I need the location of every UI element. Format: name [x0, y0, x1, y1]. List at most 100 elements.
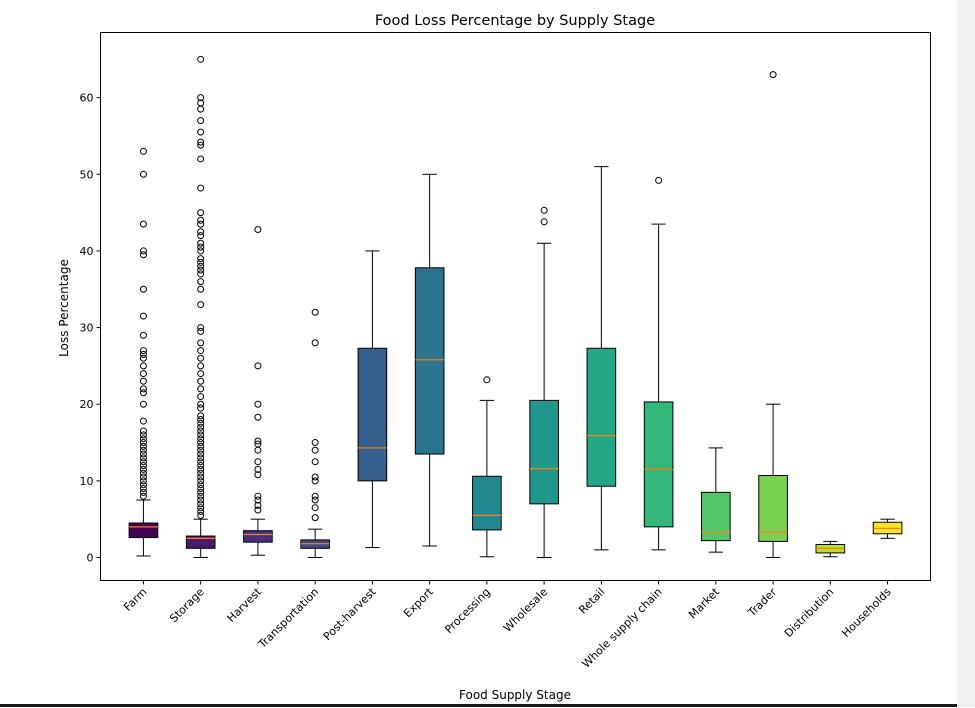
flier-storage-8 — [197, 481, 205, 489]
flier-whole-supply-chain-0 — [655, 176, 663, 184]
flier-storage-32 — [197, 370, 205, 378]
flier-storage-41 — [197, 278, 205, 286]
flier-storage-61 — [197, 105, 205, 113]
flier-processing-0 — [483, 376, 491, 384]
box-wholesale — [529, 206, 559, 559]
x-tick-label-wholesale: Wholesale — [501, 585, 550, 634]
flier-storage-17 — [197, 446, 205, 454]
flier-storage-15 — [197, 454, 205, 462]
y-tick-label-60: 60 — [80, 92, 94, 105]
flier-farm-15 — [139, 435, 147, 443]
flier-farm-8 — [139, 462, 147, 470]
flier-storage-9 — [197, 477, 205, 485]
flier-farm-1 — [139, 488, 147, 496]
flier-trader-0 — [769, 71, 777, 79]
chart-title: Food Loss Percentage by Supply Stage — [375, 13, 655, 29]
box-processing — [472, 376, 502, 558]
flier-storage-29 — [197, 393, 205, 401]
box-farm — [128, 147, 159, 557]
flier-farm-28 — [139, 331, 147, 339]
flier-storage-48 — [197, 243, 205, 251]
box-trader — [758, 71, 788, 559]
flier-storage-35 — [197, 347, 205, 355]
x-tick-label-harvest: Harvest — [225, 585, 265, 625]
box-rect-wholesale — [529, 399, 559, 505]
x-tick-label-processing: Processing — [442, 585, 493, 636]
scrollbar-track[interactable] — [957, 0, 975, 707]
plot-frame — [100, 32, 931, 581]
flier-storage-58 — [197, 138, 205, 146]
flier-farm-18 — [139, 417, 147, 425]
y-tick-label-30: 30 — [80, 322, 94, 335]
flier-storage-39 — [197, 301, 205, 309]
flier-farm-30 — [139, 285, 147, 293]
flier-storage-2 — [197, 504, 205, 512]
box-rect-farm — [128, 522, 159, 539]
flier-farm-21 — [139, 385, 147, 393]
flier-farm-10 — [139, 454, 147, 462]
y-axis: 0 10 20 30 40 50 60 — [80, 92, 101, 565]
flier-harvest-8 — [254, 440, 262, 448]
flier-storage-45 — [197, 258, 205, 266]
flier-storage-50 — [197, 232, 205, 240]
flier-farm-5 — [139, 473, 147, 481]
flier-storage-16 — [197, 450, 205, 458]
flier-transportation-1 — [311, 504, 319, 512]
flier-storage-34 — [197, 354, 205, 362]
flier-harvest-7 — [254, 446, 262, 454]
flier-farm-29 — [139, 312, 147, 320]
box-export — [414, 173, 445, 547]
flier-storage-0 — [197, 511, 205, 519]
flier-storage-56 — [197, 155, 205, 163]
y-tick-label-0: 0 — [87, 552, 94, 565]
flier-storage-7 — [197, 485, 205, 493]
flier-storage-53 — [197, 216, 205, 224]
flier-storage-14 — [197, 458, 205, 466]
y-tick-label-40: 40 — [80, 245, 94, 258]
flier-wholesale-1 — [540, 206, 548, 214]
flier-storage-6 — [197, 488, 205, 496]
flier-storage-55 — [197, 184, 205, 192]
flier-farm-11 — [139, 450, 147, 458]
flier-storage-4 — [197, 496, 205, 504]
flier-storage-12 — [197, 465, 205, 473]
flier-transportation-2 — [311, 496, 319, 504]
flier-farm-20 — [139, 389, 147, 397]
box-post-harvest — [357, 250, 388, 549]
box-rect-export — [414, 267, 445, 455]
flier-transportation-0 — [311, 514, 319, 522]
flier-farm-23 — [139, 370, 147, 378]
flier-storage-19 — [197, 439, 205, 447]
flier-storage-60 — [197, 117, 205, 125]
flier-farm-9 — [139, 458, 147, 466]
flier-storage-11 — [197, 469, 205, 477]
boxes — [128, 55, 903, 559]
flier-farm-25 — [139, 354, 147, 362]
box-transportation — [300, 308, 330, 559]
flier-storage-24 — [197, 419, 205, 427]
box-rect-retail — [586, 347, 617, 487]
flier-storage-51 — [197, 228, 205, 236]
flier-harvest-6 — [254, 458, 262, 466]
x-tick-label-households: Households — [839, 585, 894, 640]
flier-storage-1 — [197, 508, 205, 516]
flier-storage-40 — [197, 285, 205, 293]
flier-storage-33 — [197, 362, 205, 370]
flier-harvest-5 — [254, 465, 262, 473]
flier-storage-31 — [197, 377, 205, 385]
y-tick-label-50: 50 — [80, 168, 94, 181]
flier-harvest-0 — [254, 506, 262, 514]
flier-harvest-13 — [254, 225, 262, 233]
flier-farm-24 — [139, 362, 147, 370]
x-tick-label-storage: Storage — [167, 585, 207, 625]
flier-harvest-2 — [254, 496, 262, 504]
flier-storage-13 — [197, 462, 205, 470]
y-tick-label-20: 20 — [80, 398, 94, 411]
flier-storage-37 — [197, 327, 205, 335]
flier-harvest-11 — [254, 400, 262, 408]
box-rect-post-harvest — [357, 347, 388, 482]
box-plot-chart: Food Loss Percentage by Supply Stage Foo… — [57, 13, 931, 702]
flier-farm-0 — [139, 492, 147, 500]
